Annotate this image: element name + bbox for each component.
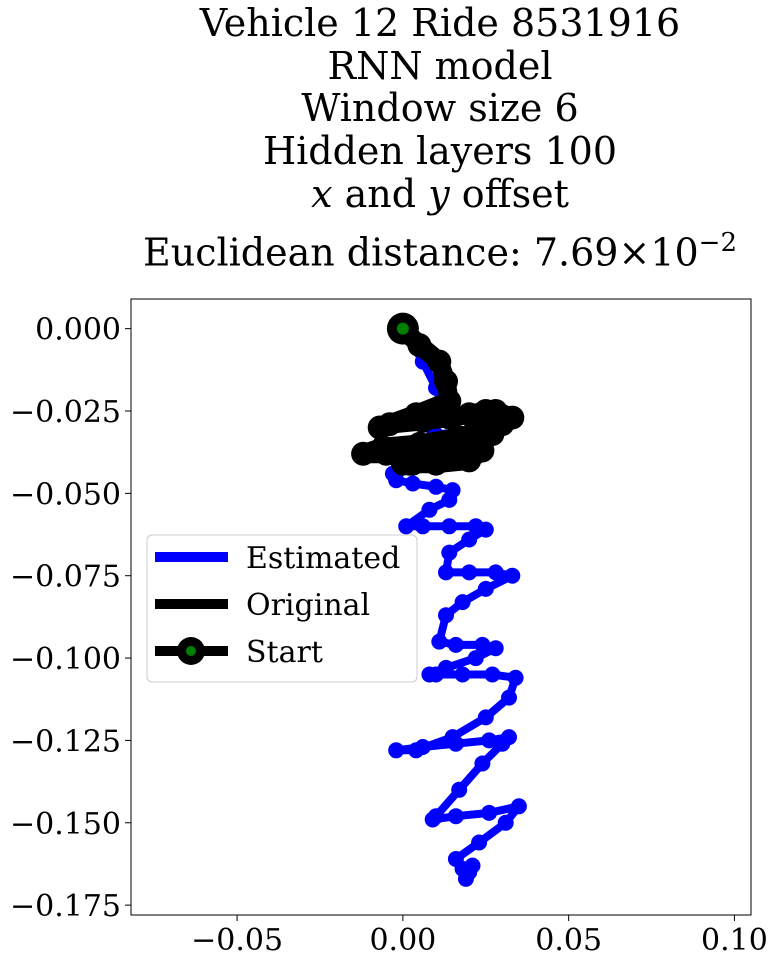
series-estimated-point xyxy=(461,531,478,548)
series-estimated-point xyxy=(457,870,474,887)
plot-frame xyxy=(130,298,752,916)
title-line-distance: Euclidean distance: 7.69×10−2 xyxy=(0,222,773,274)
title-line-vehicle: Vehicle 12 Ride 8531916 xyxy=(199,1,681,45)
series-estimated-point xyxy=(451,781,468,798)
series-estimated-point xyxy=(441,518,458,535)
y-tick-label: 0.000 xyxy=(35,313,121,348)
title-offset-and: and xyxy=(344,171,417,216)
series-estimated-point xyxy=(414,739,431,755)
series-estimated-point xyxy=(487,564,504,581)
series-estimated-point xyxy=(477,709,494,726)
title-line-window: Window size 6 xyxy=(301,86,579,131)
series-original-point xyxy=(427,349,452,374)
y-tick-label: −0.075 xyxy=(10,560,121,595)
series-estimated-point xyxy=(421,501,438,518)
series-estimated-point xyxy=(467,650,484,667)
series-estimated-point xyxy=(441,544,458,561)
series-estimated-point xyxy=(447,808,464,825)
series-estimated-point xyxy=(454,666,471,683)
series-layer xyxy=(351,312,527,887)
title-distance-base: 10 xyxy=(650,229,699,274)
title-distance-prefix: Euclidean distance: xyxy=(142,229,522,274)
title-line-hidden: Hidden layers 100 xyxy=(262,129,618,174)
series-estimated-point xyxy=(454,594,471,611)
series-estimated-point xyxy=(497,814,514,831)
series-estimated-point xyxy=(477,580,494,597)
y-tick-label: −0.125 xyxy=(10,724,121,759)
y-tick-label: −0.175 xyxy=(10,889,121,924)
series-estimated-point xyxy=(504,567,521,584)
series-estimated-point xyxy=(501,689,517,706)
series-estimated-point xyxy=(441,491,458,508)
y-tick-label: −0.025 xyxy=(10,395,121,430)
series-original-point xyxy=(397,451,422,476)
legend: Estimated Original Start xyxy=(146,534,418,683)
title-offset-suffix: offset xyxy=(461,171,569,216)
title-distance-exponent: −2 xyxy=(698,227,737,258)
series-original-point xyxy=(457,448,482,473)
series-estimated-point xyxy=(404,475,421,492)
y-tick-label: −0.050 xyxy=(10,477,121,512)
series-original-point xyxy=(437,405,462,430)
series-estimated-point xyxy=(438,564,454,581)
series-original-point xyxy=(437,389,462,414)
x-tick-label: −0.05 xyxy=(191,923,283,958)
title-line-model: RNN model xyxy=(327,43,553,88)
legend-original-label: Original xyxy=(246,588,370,623)
series-original-point xyxy=(377,412,402,437)
series-estimated-point xyxy=(471,834,488,851)
title-distance-times: × xyxy=(618,229,651,274)
series-estimated-point xyxy=(494,735,511,752)
title-offset-y: y xyxy=(428,171,450,216)
legend-start-label: Start xyxy=(246,635,323,670)
chart-title: Vehicle 12 Ride 8531916 RNN model Window… xyxy=(0,2,773,274)
legend-estimated-label: Estimated xyxy=(246,541,400,576)
series-estimated-point xyxy=(474,636,491,653)
series-estimated-point xyxy=(510,798,527,815)
series-estimated-point xyxy=(481,732,498,749)
series-estimated-point xyxy=(388,472,405,489)
series-original-point xyxy=(424,451,448,476)
series-original-point xyxy=(410,408,435,433)
series-estimated-point xyxy=(414,518,431,535)
series-estimated-point xyxy=(431,633,448,650)
x-tick-label: 0.10 xyxy=(701,923,768,958)
y-tick-label: −0.100 xyxy=(10,642,121,677)
series-estimated-point xyxy=(388,742,405,759)
x-tick-label: 0.05 xyxy=(535,923,602,958)
y-tick-label: −0.150 xyxy=(10,807,121,842)
legend-start-marker-center xyxy=(186,646,196,656)
x-tick-label: 0.00 xyxy=(369,923,436,958)
series-estimated-point xyxy=(424,811,441,828)
series-estimated-point xyxy=(398,518,415,535)
title-distance-mantissa: 7.69 xyxy=(533,229,619,274)
series-original-point xyxy=(434,369,458,394)
series-estimated-point xyxy=(461,564,478,581)
series-estimated-point xyxy=(447,735,464,752)
start-marker-center xyxy=(396,322,409,335)
series-original-point xyxy=(351,441,376,466)
series-estimated-point xyxy=(507,669,524,686)
series-estimated-point xyxy=(487,640,504,657)
title-offset-x: x xyxy=(311,171,333,216)
series-estimated-point xyxy=(447,636,464,653)
ticks-layer: −0.05 0.00 0.05 0.10 0.000 −0.025 −0.050 −0.075… xyxy=(10,313,768,958)
series-estimated-point xyxy=(428,478,444,495)
series-estimated-point xyxy=(481,804,498,821)
title-line-offset: x and y offset xyxy=(0,171,773,216)
series-estimated-point xyxy=(438,607,454,624)
series-estimated-point xyxy=(477,521,494,538)
series-estimated-point xyxy=(474,755,491,772)
series-estimated-point xyxy=(428,666,444,683)
series-estimated-point xyxy=(484,666,501,683)
series-original-point xyxy=(490,412,515,437)
legend-box xyxy=(146,534,418,683)
